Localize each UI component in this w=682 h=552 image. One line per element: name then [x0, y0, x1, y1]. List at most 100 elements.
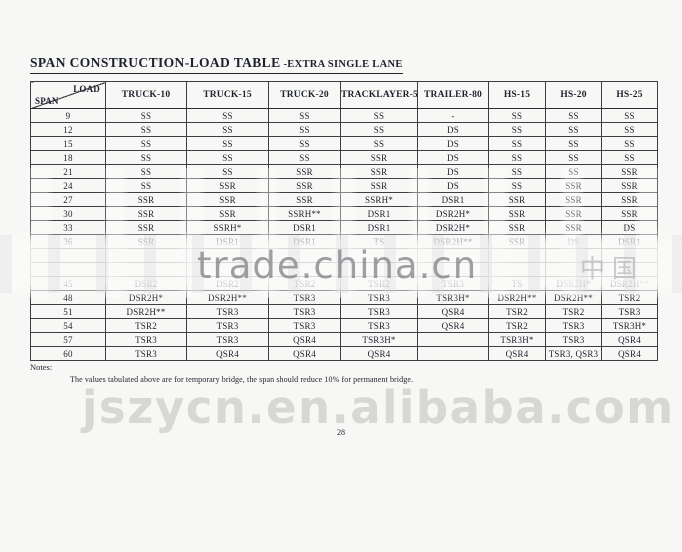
notes-section: Notes: The values tabulated above are fo… — [30, 362, 413, 384]
corner-span-label: SPAN — [35, 96, 59, 106]
page-title: SPAN CONSTRUCTION-LOAD TABLE -EXTRA SINGL… — [30, 54, 403, 74]
load-cell: SS — [488, 164, 546, 179]
load-cell: SS — [340, 108, 418, 123]
column-header-trailer-80: TRAILER-80 — [417, 81, 489, 109]
table-row — [30, 262, 658, 277]
load-cell: SS — [545, 150, 602, 165]
span-cell: 12 — [30, 122, 106, 137]
load-cell: SS — [545, 164, 602, 179]
column-header-truck-20: TRUCK-20 — [268, 81, 341, 109]
load-cell: DS — [417, 122, 489, 137]
column-header-hs-20: HS-20 — [545, 81, 602, 109]
load-cell: TS — [488, 276, 546, 291]
load-cell — [601, 248, 658, 263]
page-title-main: SPAN CONSTRUCTION-LOAD TABLE — [30, 55, 281, 70]
table-row: 60 TSR3 QSR4 QSR4 QSR4 QSR4 TSR3, QSR3 QSR4 — [30, 346, 658, 361]
load-cell: SSR — [105, 192, 187, 207]
corner-cell: LOAD SPAN — [30, 81, 106, 109]
load-cell — [268, 248, 341, 263]
load-cell: DSR2H** — [545, 290, 602, 305]
load-cell — [488, 248, 546, 263]
load-cell: SS — [105, 108, 187, 123]
load-cell: DSR2 — [105, 276, 187, 291]
span-cell: 9 — [30, 108, 106, 123]
table-row: 33 SSR SSRH* DSR1 DSR1 DSR2H* SSR SSR DS — [30, 220, 658, 235]
load-cell: SSR — [488, 192, 546, 207]
load-cell: QSR4 — [417, 318, 489, 333]
load-cell: SS — [601, 136, 658, 151]
load-cell: TSR3 — [268, 318, 341, 333]
load-cell: DSR1 — [601, 234, 658, 249]
load-cell: SS — [488, 136, 546, 151]
load-cell: SSR — [268, 178, 341, 193]
header-row: LOAD SPAN TRUCK-10 TRUCK-15 TRUCK-20 TRACKL… — [30, 81, 658, 109]
span-cell: 51 — [30, 304, 106, 319]
load-cell: SSR — [545, 178, 602, 193]
load-cell — [488, 262, 546, 277]
load-cell: SS — [488, 178, 546, 193]
table-row: 30 SSR SSR SSRH** DSR1 DSR2H* SSR SSR SSR — [30, 206, 658, 221]
load-cell: SS — [268, 150, 341, 165]
load-cell: SSR — [601, 192, 658, 207]
load-cell: DS — [545, 234, 602, 249]
load-cell: SS — [268, 136, 341, 151]
load-cell: SSR — [601, 206, 658, 221]
load-cell: QSR4 — [601, 332, 658, 347]
load-cell: TSR2 — [601, 290, 658, 305]
notes-heading: Notes: — [30, 362, 53, 372]
load-cell: SS — [186, 150, 269, 165]
load-cell: TS — [340, 234, 418, 249]
load-cell: - — [417, 108, 489, 123]
load-cell: TSR3 — [268, 290, 341, 305]
load-cell: DSR1 — [417, 192, 489, 207]
load-cell: SS — [186, 136, 269, 151]
load-cell: DSR2 — [186, 276, 269, 291]
span-cell: 54 — [30, 318, 106, 333]
load-cell: SS — [545, 108, 602, 123]
load-cell: TSR3 — [268, 304, 341, 319]
table-row: 36 SSR DSR1 DSR1 TS DSR2H** SSR DS DSR1 — [30, 234, 658, 249]
load-cell: SS — [186, 108, 269, 123]
load-cell: QSR4 — [186, 346, 269, 361]
load-cell: DS — [601, 220, 658, 235]
load-cell: TSR3 — [105, 332, 187, 347]
table-row: 45 DSR2 DSR2 TSR2 TSR2 TSR3 TS DSR2H* DSR2H** — [30, 276, 658, 291]
corner-load-label: LOAD — [73, 84, 100, 94]
notes-line: The values tabulated above are for tempo… — [70, 375, 414, 384]
load-cell: DSR1 — [340, 220, 418, 235]
table-row: 21 SS SS SSR SSR DS SS SS SSR — [30, 164, 658, 179]
span-cell: 36 — [30, 234, 106, 249]
load-cell: QSR4 — [340, 346, 418, 361]
load-cell: SS — [105, 150, 187, 165]
table-row: 51 DSR2H** TSR3 TSR3 TSR3 QSR4 TSR2 TSR2 TSR3 — [30, 304, 658, 319]
load-cell: TSR2 — [545, 304, 602, 319]
load-cell: DSR2H* — [417, 220, 489, 235]
load-cell: TSR3, QSR3 — [545, 346, 602, 361]
span-cell: 45 — [30, 276, 106, 291]
load-cell — [417, 332, 489, 347]
load-cell — [186, 262, 269, 277]
span-cell: 21 — [30, 164, 106, 179]
load-cell: SSR — [186, 178, 269, 193]
load-cell: TSR3 — [105, 346, 187, 361]
load-cell: TSR3 — [545, 332, 602, 347]
table-row: 48 DSR2H* DSR2H** TSR3 TSR3 TSR3H* DSR2H** DSR2… — [30, 290, 658, 305]
load-cell: TSR2 — [340, 276, 418, 291]
load-cell: TSR3 — [340, 304, 418, 319]
load-cell — [417, 248, 489, 263]
load-cell: TSR3 — [186, 304, 269, 319]
load-cell: TSR3 — [186, 318, 269, 333]
column-header-hs-25: HS-25 — [601, 81, 658, 109]
load-cell: SSR — [340, 150, 418, 165]
load-cell — [340, 248, 418, 263]
table-row: 12 SS SS SS SS DS SS SS SS — [30, 122, 658, 137]
load-table: LOAD SPAN TRUCK-10 TRUCK-15 TRUCK-20 TRACKL… — [30, 81, 658, 361]
load-cell: SSR — [488, 206, 546, 221]
load-cell: SS — [545, 136, 602, 151]
load-cell: DSR2H** — [186, 290, 269, 305]
span-cell: 48 — [30, 290, 106, 305]
load-cell: SS — [601, 150, 658, 165]
load-cell: TSR2 — [488, 318, 546, 333]
span-cell: 33 — [30, 220, 106, 235]
load-cell — [268, 262, 341, 277]
